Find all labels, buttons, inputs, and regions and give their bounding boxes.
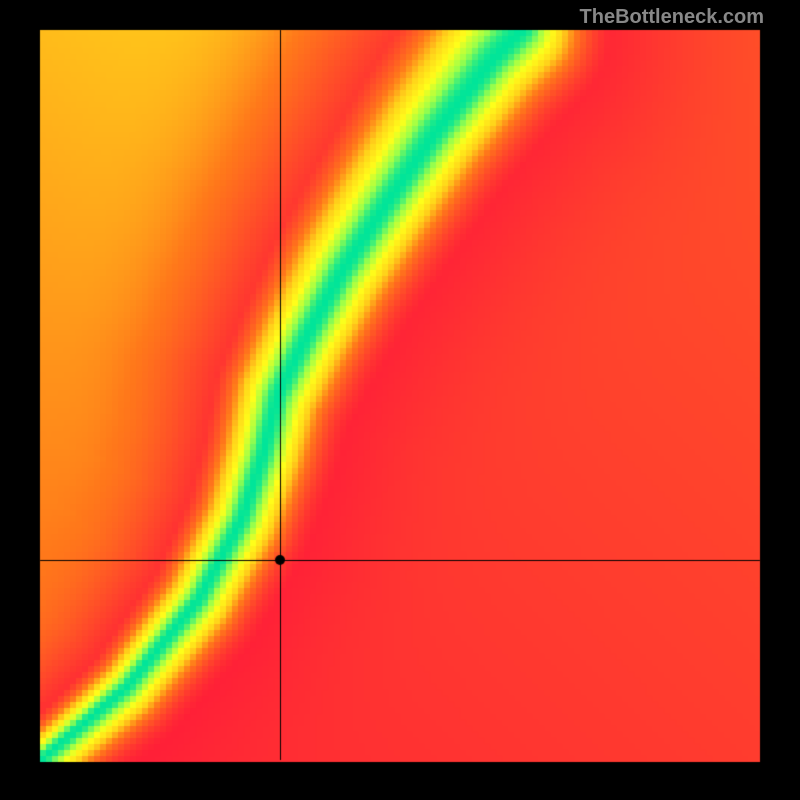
chart-container: TheBottleneck.com	[0, 0, 800, 800]
watermark-label: TheBottleneck.com	[580, 6, 764, 29]
overlay-canvas	[0, 0, 800, 800]
